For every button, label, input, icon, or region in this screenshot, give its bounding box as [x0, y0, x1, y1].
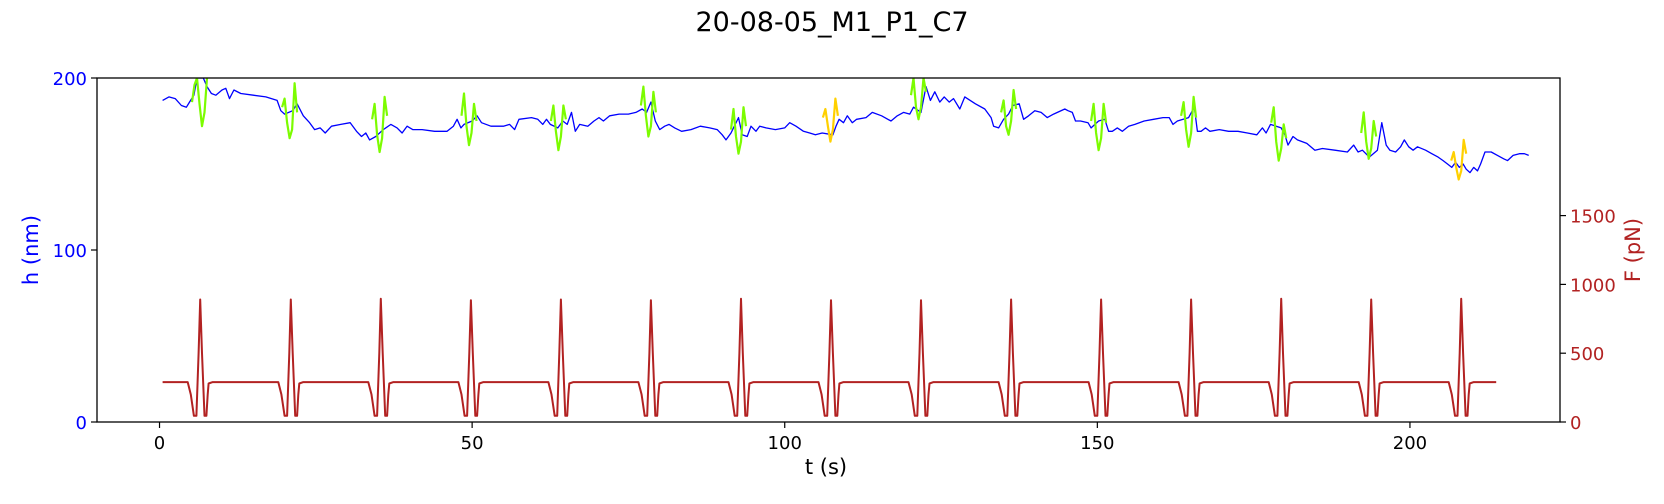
- event-segment-6: [639, 85, 657, 138]
- y-left-tick-label: 0: [76, 413, 87, 434]
- series-height-line: [162, 78, 1529, 174]
- y-axis-left-label: h (nm): [19, 215, 43, 285]
- event-segment-4: [460, 92, 478, 147]
- event-segment-10: [1000, 88, 1018, 136]
- series-force-line: [162, 297, 1497, 417]
- event-segment-5: [549, 104, 567, 152]
- event-segment-15: [1450, 138, 1468, 181]
- chart-title: 20-08-05_M1_P1_C7: [695, 7, 968, 38]
- event-segment-12: [1180, 95, 1198, 148]
- x-tick-label: 150: [1080, 433, 1114, 454]
- event-segment-1: [190, 78, 209, 128]
- event-segment-8: [821, 97, 839, 143]
- x-tick-label: 200: [1393, 433, 1427, 454]
- x-tick-label: 50: [461, 433, 484, 454]
- event-segment-13: [1270, 106, 1288, 162]
- event-segment-7: [729, 106, 748, 155]
- event-segment-11: [1090, 102, 1108, 152]
- event-segment-2: [281, 82, 299, 140]
- x-axis-label: t (s): [805, 455, 847, 479]
- y-left-tick-label: 200: [53, 69, 87, 90]
- x-tick-label: 0: [154, 433, 165, 454]
- y-right-tick-label: 0: [1570, 413, 1581, 434]
- y-left-tick-label: 100: [53, 241, 87, 262]
- event-segment-9: [909, 78, 928, 121]
- y-axis-right-label: F (pN): [1621, 218, 1645, 282]
- y-right-tick-label: 1000: [1570, 275, 1616, 296]
- y-right-tick-label: 500: [1570, 344, 1604, 365]
- event-segment-3: [371, 95, 389, 154]
- x-tick-label: 100: [768, 433, 802, 454]
- y-right-tick-label: 1500: [1570, 207, 1616, 228]
- event-segment-14: [1360, 111, 1378, 160]
